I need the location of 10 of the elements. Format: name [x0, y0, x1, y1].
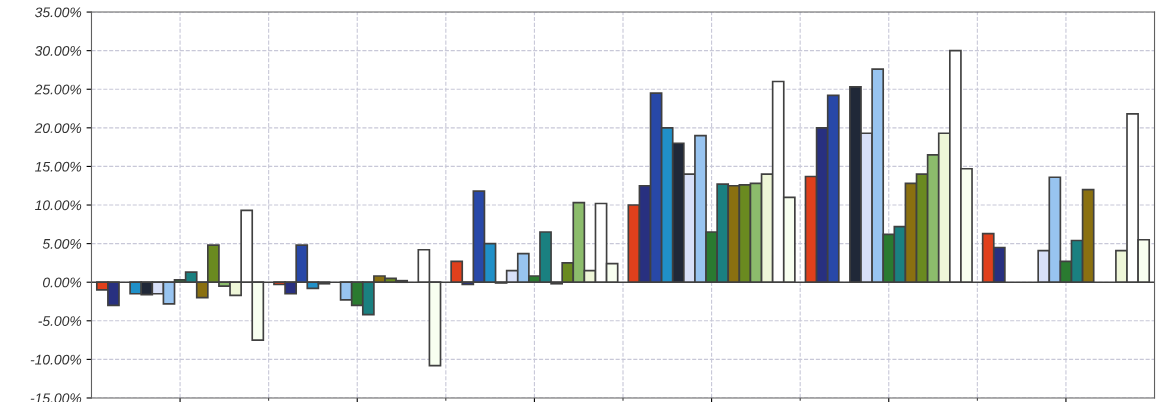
y-tick-label: -5.00%	[38, 316, 82, 326]
y-tick-label: 25.00%	[34, 84, 82, 95]
y-tick-label: 15.00%	[35, 161, 82, 172]
y-tick-label: 0.00%	[42, 277, 82, 288]
y-tick-label: 5.00%	[42, 238, 82, 249]
y-tick-label: 30.00%	[34, 45, 82, 56]
y-tick-label: 35.00%	[34, 7, 82, 18]
y-tick-label: 10.00%	[35, 200, 82, 211]
y-tick-label: -10.00%	[30, 354, 82, 365]
y-tick-label: 20.00%	[34, 123, 82, 134]
